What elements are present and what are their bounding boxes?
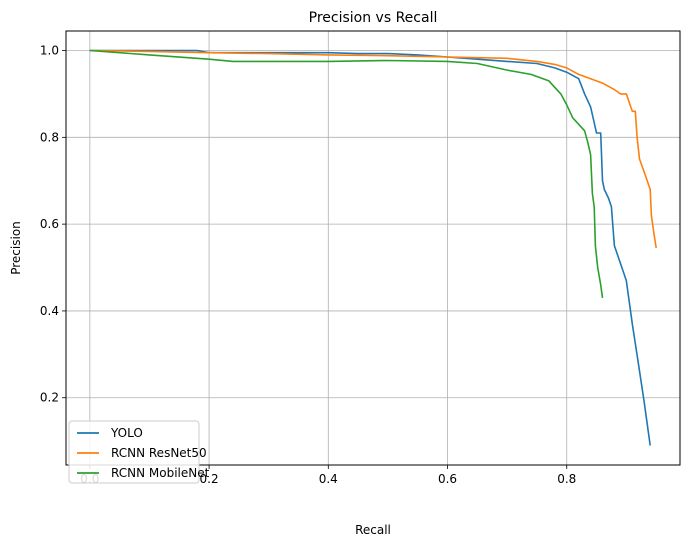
legend-label-rcnn-resnet50: RCNN ResNet50 [111,446,207,460]
legend-box [68,420,200,484]
y-tick-label: 1.0 [40,44,59,58]
series-line-rcnn-mobilenet [89,49,604,299]
x-tick-label: 0.4 [319,472,338,486]
x-axis-ticks: 0.00.20.40.60.8 [80,465,576,486]
legend-label-rcnn-mobilenet: RCNN MobileNet [111,466,210,480]
chart-title: Precision vs Recall [309,10,438,26]
grid [66,31,680,465]
series-layer [89,49,657,446]
legend-label-yolo: YOLO [110,426,143,440]
legend: YOLO RCNN ResNet50 RCNN MobileNet [68,420,210,484]
series-line-rcnn-resnet50 [89,49,657,249]
y-tick-label: 0.4 [40,304,59,318]
x-tick-label: 0.2 [200,472,219,486]
y-tick-label: 0.2 [40,391,59,405]
x-axis-label: Recall [355,523,391,537]
y-axis-ticks: 0.2 0.4 0.6 0.8 1.0 [40,44,66,405]
x-tick-label: 0.6 [438,472,457,486]
x-tick-label: 0.8 [557,472,576,486]
y-axis-label: Precision [9,221,23,275]
series-line-yolo [89,49,651,446]
y-tick-label: 0.8 [40,130,59,144]
plot-frame [65,30,681,466]
y-tick-label: 0.6 [40,217,59,231]
